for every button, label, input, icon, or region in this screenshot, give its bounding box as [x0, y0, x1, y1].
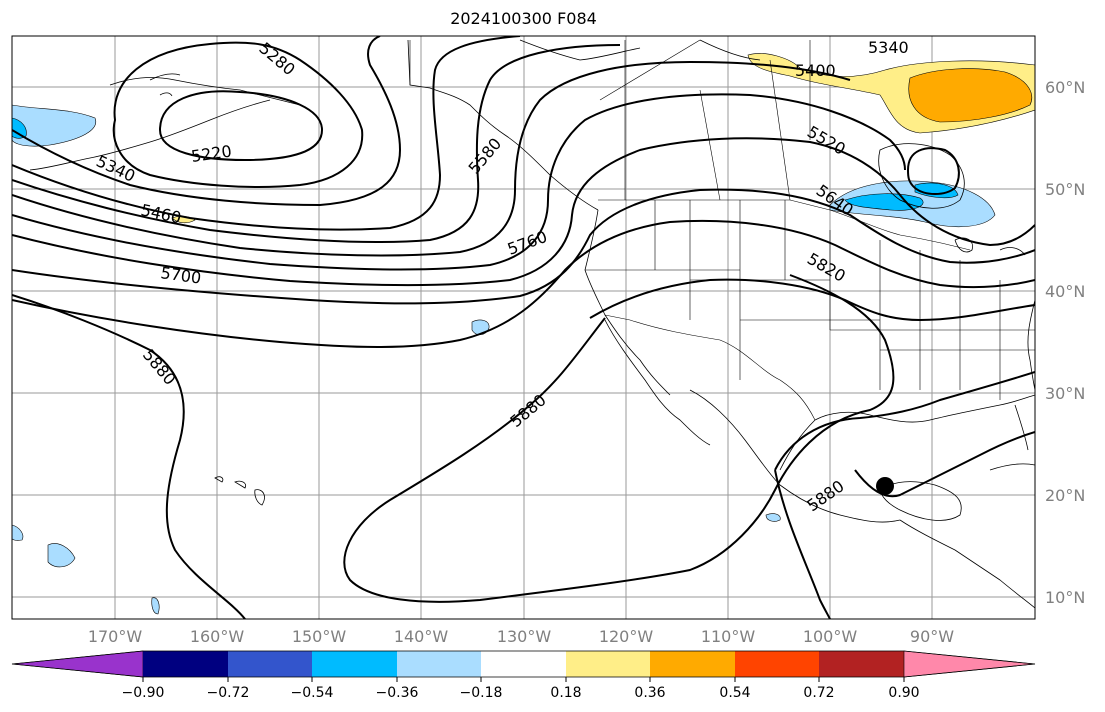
- negative-anomaly-nw-pacific: [12, 104, 97, 147]
- colorbar-tick-label: −0.90: [122, 685, 165, 701]
- lon-label-140w: 140°W: [394, 627, 449, 646]
- lat-label-10n: 10°N: [1045, 588, 1085, 607]
- colorbar-tick-label: 0.90: [888, 685, 919, 701]
- us-canada-border: [598, 199, 971, 251]
- low-center-marker: [876, 477, 894, 495]
- lon-label-170w: 170°W: [88, 627, 143, 646]
- colorbar-segment: [566, 651, 650, 677]
- contour-5280: [112, 41, 364, 188]
- colorbar-tick-label: 0.72: [803, 685, 834, 701]
- hawaii: [214, 476, 265, 506]
- alaska-west-coast: [109, 77, 301, 106]
- yucatan: [879, 481, 962, 521]
- contour-5880-west: [12, 294, 246, 619]
- contour-5760: [12, 219, 1035, 348]
- lat-label-20n: 20°N: [1045, 486, 1085, 505]
- contour-label: 5400: [795, 61, 836, 80]
- contour-5220-closed: [158, 90, 324, 162]
- negative-anomaly-small-4: [151, 597, 160, 615]
- contour-5700: [12, 188, 1035, 305]
- colorbar-tick-label: 0.54: [719, 685, 750, 701]
- lat-label-30n: 30°N: [1045, 384, 1085, 403]
- baja: [604, 319, 711, 446]
- colorbar-segment: [228, 651, 312, 677]
- hudson-bay: [878, 143, 965, 209]
- colorbar-segment: [143, 651, 228, 677]
- lon-label-110w: 110°W: [701, 627, 756, 646]
- colorbar-tick-label: −0.18: [460, 685, 503, 701]
- map-title: 2024100300 F084: [450, 9, 597, 28]
- lon-label-90w: 90°W: [910, 627, 954, 646]
- colorbar-tick-label: 0.18: [550, 685, 581, 701]
- colorbar-segment: [481, 651, 566, 677]
- lon-label-120w: 120°W: [599, 627, 654, 646]
- colorbar-segment: [819, 651, 904, 677]
- central-america: [899, 519, 1035, 609]
- negative-anomaly-small-5: [765, 513, 781, 522]
- cuba: [989, 463, 1035, 471]
- negative-anomaly-small-1: [471, 319, 490, 335]
- negative-anomaly-small-3: [47, 543, 76, 568]
- canada-provinces: [599, 39, 811, 201]
- longitude-axis: 170°W 160°W 150°W 140°W 130°W 120°W 110°…: [88, 627, 954, 646]
- contour-5460: [12, 44, 621, 243]
- contour-5400: [12, 36, 521, 231]
- colorbar: −0.90 −0.72 −0.54 −0.36 −0.18 0.18 0.36 …: [11, 650, 1036, 701]
- mexico-coast: [689, 389, 901, 523]
- colorbar-min-extension: [11, 650, 144, 678]
- colorbar-tick-label: −0.36: [376, 685, 419, 701]
- contour-5580: [12, 93, 906, 271]
- alaska-coast: [407, 39, 599, 211]
- colorbar-segment: [735, 651, 819, 677]
- colorbar-tick-label: −0.72: [207, 685, 250, 701]
- map-frame: [11, 35, 1036, 620]
- contour-5880-east: [774, 371, 1035, 619]
- bering-islands: [149, 73, 181, 97]
- lon-label-160w: 160°W: [190, 627, 245, 646]
- colorbar-segment: [397, 651, 481, 677]
- colorbar-segment: [650, 651, 735, 677]
- us-mexico-border: [604, 314, 816, 421]
- anomaly-shading: [12, 53, 1035, 615]
- contour-5340-west: [12, 36, 402, 207]
- contour-5640: [12, 137, 1035, 286]
- colorbar-max-extension: [903, 650, 1036, 678]
- height-contours: [12, 36, 1035, 619]
- lat-label-50n: 50°N: [1045, 180, 1085, 199]
- contour-5880-central: [343, 274, 895, 603]
- positive-anomaly-canada-core: [908, 68, 1033, 123]
- lat-label-40n: 40°N: [1045, 282, 1085, 301]
- lon-label-150w: 150°W: [292, 627, 347, 646]
- florida: [1014, 404, 1029, 451]
- contour-label: 5340: [868, 38, 909, 57]
- canada-arctic: [519, 39, 761, 61]
- lat-label-60n: 60°N: [1045, 78, 1085, 97]
- negative-anomaly-hudson-core2: [914, 182, 959, 199]
- lon-label-100w: 100°W: [803, 627, 858, 646]
- colorbar-tick-label: 0.36: [634, 685, 665, 701]
- latitude-axis: 60°N 50°N 40°N 30°N 20°N 10°N: [1045, 78, 1085, 607]
- gulf-coast: [779, 394, 1035, 471]
- colorbar-ticks: [142, 677, 905, 682]
- contour-small-lake: [906, 147, 960, 195]
- colorbar-segment: [312, 651, 397, 677]
- lon-label-130w: 130°W: [497, 627, 552, 646]
- east-coast: [1027, 299, 1035, 391]
- political-borders: [409, 39, 1035, 421]
- contour-5520: [12, 60, 851, 257]
- colorbar-tick-label: −0.54: [291, 685, 334, 701]
